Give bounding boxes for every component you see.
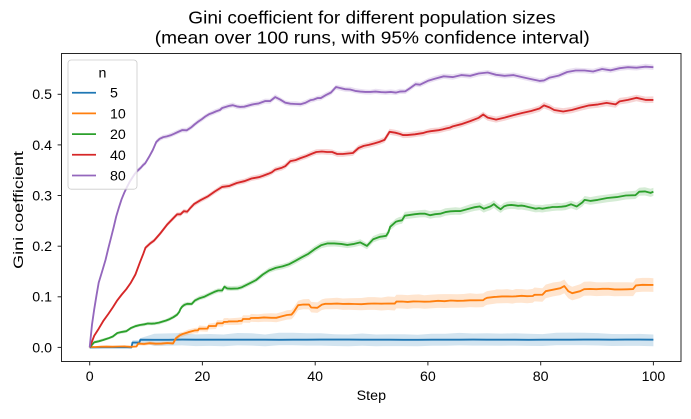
svg-text:0.4: 0.4 — [32, 138, 52, 154]
svg-text:20: 20 — [195, 369, 211, 385]
svg-text:Gini coefficient for different: Gini coefficient for different populatio… — [188, 7, 555, 27]
svg-text:40: 40 — [307, 369, 323, 385]
svg-text:0.0: 0.0 — [32, 340, 52, 356]
svg-text:Gini coefficient: Gini coefficient — [11, 151, 27, 269]
svg-text:n: n — [99, 66, 107, 82]
svg-text:100: 100 — [642, 369, 666, 385]
svg-text:60: 60 — [420, 369, 436, 385]
svg-text:0: 0 — [86, 369, 94, 385]
svg-text:(mean over 100 runs, with 95%: (mean over 100 runs, with 95% confidence… — [155, 28, 590, 48]
svg-text:0.2: 0.2 — [32, 239, 52, 255]
svg-text:0.3: 0.3 — [32, 188, 52, 204]
svg-text:5: 5 — [110, 86, 118, 102]
svg-text:80: 80 — [533, 369, 549, 385]
svg-text:0.5: 0.5 — [32, 87, 52, 103]
svg-text:10: 10 — [110, 106, 126, 122]
svg-text:Step: Step — [357, 388, 386, 404]
svg-text:20: 20 — [110, 127, 126, 143]
svg-text:40: 40 — [110, 148, 126, 164]
svg-text:0.1: 0.1 — [32, 290, 52, 306]
svg-text:80: 80 — [110, 169, 126, 185]
